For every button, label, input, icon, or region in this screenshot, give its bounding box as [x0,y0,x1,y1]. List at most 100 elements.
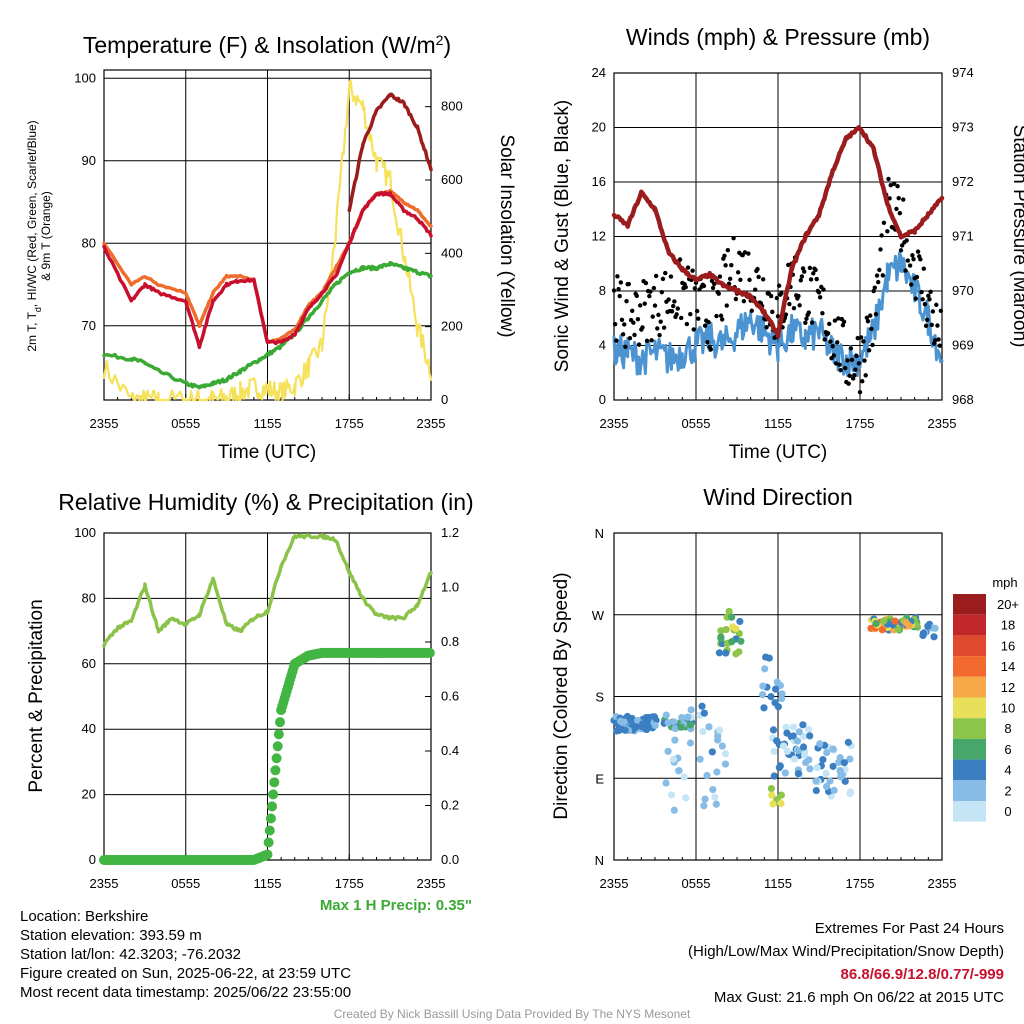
gust-point [714,313,719,319]
gust-point [691,327,696,332]
gust-point [888,182,893,188]
gust-point [768,293,774,299]
plot-frame [613,72,943,401]
gust-point [842,365,848,371]
direction-point [678,713,686,722]
gust-point [747,277,752,283]
direction-point [767,692,775,701]
gust-point [854,353,859,359]
credit: Created By Nick Bassill Using Data Provi… [333,1007,691,1021]
direction-point [632,723,641,731]
gust-point [921,266,926,271]
gust-point [918,257,923,262]
y-tick-label: W [592,608,605,623]
rh-title: Relative Humidity (%) & Precipitation (i… [58,489,473,515]
direction-point [761,665,769,673]
gust-point [660,276,666,282]
gust-point [838,367,843,373]
gust-point [674,312,679,317]
gust-point [877,267,882,273]
gust-point [701,283,707,289]
y-tick-label: 4 [599,338,606,353]
gust-point [637,303,643,308]
direction-point [806,732,814,740]
gust-point [786,262,791,268]
x-tick-label: 0555 [682,876,711,891]
gust-point [658,319,663,324]
gust-point [630,308,635,313]
direction-point [782,723,790,731]
gust-point [913,296,919,301]
gust-point [616,286,621,292]
gust-point [683,284,688,290]
gust-point [749,308,755,313]
precip-point [264,825,275,836]
gust-point [841,319,847,324]
direction-point [830,786,838,794]
y-tick-label: S [595,690,604,705]
direction-point [773,737,781,745]
x-tick-label: 0555 [171,876,200,891]
y-tick-label: 20 [82,787,96,802]
direction-point [773,678,781,686]
direction-point [841,777,849,785]
colorbar-swatch [953,697,986,719]
direction-point [770,772,778,780]
gust-point [723,263,728,268]
direction-point [930,633,938,641]
colorbar-swatch [953,738,986,760]
gust-point [685,265,691,270]
y-tick-label: 0 [599,392,606,407]
gust-point [666,297,671,302]
gust-point [811,271,816,276]
direction-point [812,777,820,785]
colorbar-label: 12 [1001,680,1015,695]
precip-point [272,741,283,752]
gust-point [696,316,701,321]
gust-point [770,309,775,315]
dewpoint-line [102,260,433,390]
gust-point [934,302,939,308]
gust-point [719,317,725,322]
direction-point [642,723,650,731]
y-tick-label-right: 972 [952,174,974,189]
extremes-title: Extremes For Past 24 Hours [814,920,1004,937]
colorbar-label: 8 [1004,721,1011,736]
direction-point [705,723,713,731]
direction-point [799,743,808,751]
gust-point [899,243,905,248]
x-tick-label: 0555 [171,416,200,431]
gust-point [614,338,619,343]
x-tick-label: 2355 [90,416,119,431]
footer-recent: Most recent data timestamp: 2025/06/22 2… [20,984,352,1001]
x-tick-label: 2355 [90,876,119,891]
temp-ylabel-right: Solar Insolation (Yellow) [496,134,517,337]
direction-point [642,714,650,722]
gust-point [807,265,813,271]
direction-point [670,806,678,814]
direction-point [662,711,670,719]
y-tick-label: 80 [82,590,96,605]
gust-point [928,289,933,295]
gust-point [733,296,739,302]
direction-point [795,728,803,736]
gust-point [775,314,781,319]
gust-point [741,298,747,304]
wind-plot: 0 4 8 12 16 20 24 968 969 970 971 972 973 974 2355 0555… [592,65,974,431]
gust-point [644,338,650,344]
gust-point [649,338,654,343]
colorbar-swatch [953,614,986,636]
gust-point [724,303,729,308]
dir-plot: N E S W N 2355 0555 1155 1755 2355 [592,526,957,891]
colorbar-swatch [953,635,986,657]
direction-point [718,742,726,750]
gust-point [611,288,617,293]
footer-location: Location: Berkshire [20,908,149,925]
gust-point [799,274,805,279]
direction-point [714,736,722,744]
gust-point [864,315,870,320]
gust-point [879,233,884,238]
gust-point [804,316,809,321]
direction-point [774,703,782,711]
